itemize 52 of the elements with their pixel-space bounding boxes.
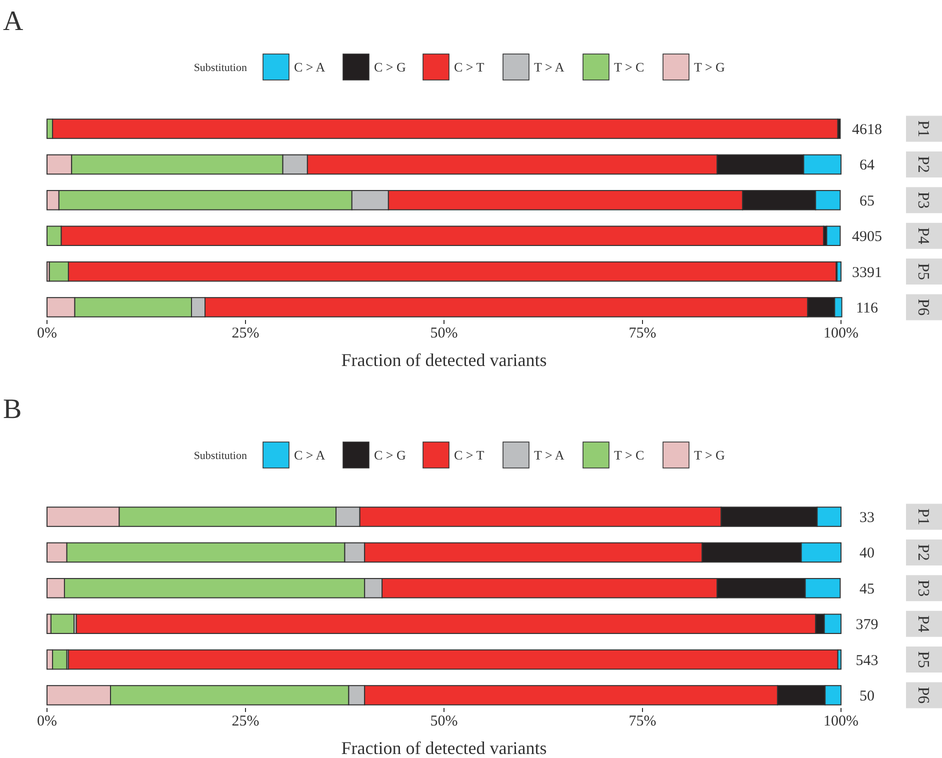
text: 45 xyxy=(860,581,874,598)
legend-label: C > A xyxy=(294,60,326,75)
x-tick-label: 50% xyxy=(430,714,458,730)
text: 40 xyxy=(860,546,874,562)
text: 65 xyxy=(860,193,874,210)
y-tick-label: P5 xyxy=(914,651,932,668)
x-tick-label: 50% xyxy=(430,326,458,342)
legend-title: Substitution xyxy=(194,62,248,74)
text: 543 xyxy=(856,652,878,669)
text: 116 xyxy=(856,300,878,316)
text: 4905 xyxy=(852,229,882,246)
legend-label: T > A xyxy=(534,60,565,75)
x-tick-label: 100% xyxy=(824,326,858,342)
x-tick-label: 75% xyxy=(628,714,656,730)
legend-label: T > C xyxy=(614,60,644,75)
text: 379 xyxy=(856,617,878,634)
legend-title: Substitution xyxy=(194,450,248,462)
x-tick-label: 0% xyxy=(37,714,57,730)
y-tick-label: P2 xyxy=(914,544,932,561)
text: 3391 xyxy=(852,264,882,281)
legend-label: C > T xyxy=(454,60,484,75)
text: 64 xyxy=(860,158,875,174)
legend-label: C > G xyxy=(374,60,406,75)
legend-label: T > C xyxy=(614,448,644,463)
x-tick-label: 25% xyxy=(232,714,260,730)
y-tick-label: P5 xyxy=(914,263,932,280)
y-tick-label: P3 xyxy=(914,580,932,597)
legend-label: C > T xyxy=(454,448,484,463)
chart-title: A xyxy=(3,6,24,37)
legend-label: C > G xyxy=(374,448,406,463)
y-tick-label: P1 xyxy=(914,120,932,138)
x-tick-label: 25% xyxy=(232,326,260,342)
y-tick-label: P6 xyxy=(914,298,932,316)
y-tick-label: P4 xyxy=(914,615,932,632)
x-tick-label: 75% xyxy=(628,326,656,342)
y-tick-label: P2 xyxy=(914,156,932,173)
text: 4618 xyxy=(852,122,882,138)
chart-title: B xyxy=(3,394,22,425)
y-tick-label: P3 xyxy=(914,192,932,209)
x-axis-title: Fraction of detected variants xyxy=(341,350,547,370)
legend-label: T > G xyxy=(694,60,725,75)
legend-label: T > G xyxy=(694,448,725,463)
x-tick-label: 0% xyxy=(37,326,57,342)
legend-label: T > A xyxy=(534,448,565,463)
y-tick-label: P6 xyxy=(914,686,932,704)
legend-label: C > A xyxy=(294,448,326,463)
x-tick-label: 100% xyxy=(824,714,858,730)
y-tick-label: P4 xyxy=(914,227,932,244)
x-axis-title: Fraction of detected variants xyxy=(341,738,547,758)
y-tick-label: P1 xyxy=(914,508,932,526)
text: 50 xyxy=(860,688,874,704)
text: 33 xyxy=(860,510,874,526)
